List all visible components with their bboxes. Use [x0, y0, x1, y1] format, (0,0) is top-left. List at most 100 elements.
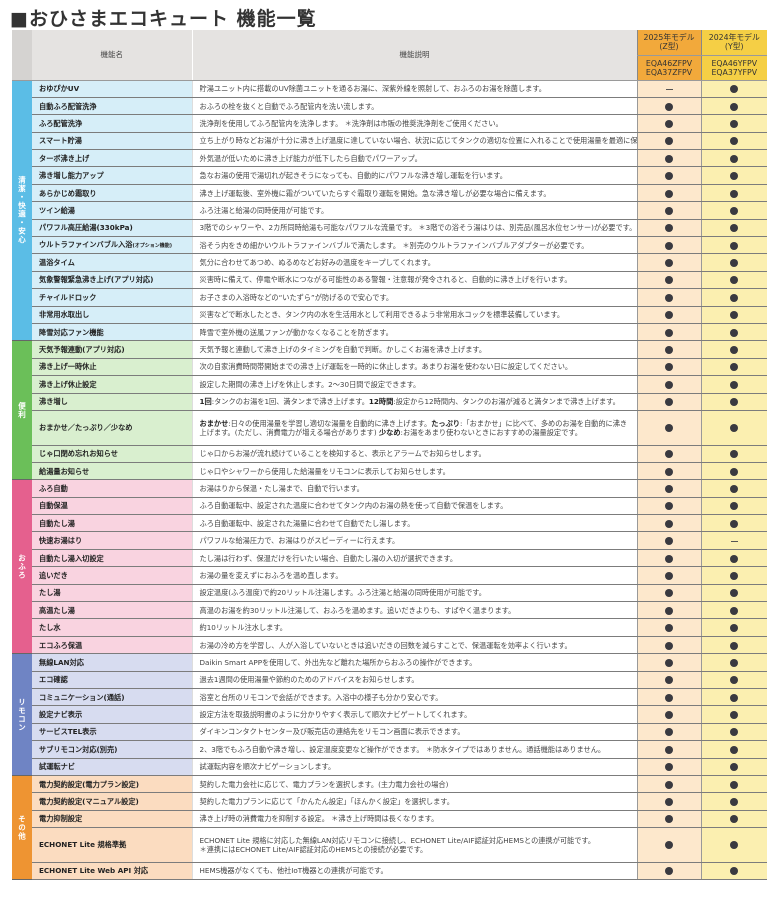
feature-description: 降雪で室外機の送風ファンが動かなくなることを防ぎます。	[191, 323, 637, 342]
feature-name: ECHONET Lite 規格準拠	[32, 827, 192, 863]
description-keyword: おまかせ	[199, 418, 229, 428]
model-2024-availability	[700, 253, 767, 272]
available-dot-icon	[665, 798, 673, 807]
table-row: 温浴タイム 気分に合わせてあつめ、ぬるめなどお好みの温度をキープしてくれます。	[12, 253, 767, 272]
model-2025-codes: EQA46ZFPV EQA37ZFPV	[645, 58, 693, 77]
model-2024-availability	[700, 149, 767, 168]
table-row: サブリモコン対応(別売) 2、3階でもふろ自動や沸き増し、設定温度変更など操作がで…	[12, 740, 767, 759]
feature-name-text: ECHONET Lite 規格準拠	[39, 840, 127, 850]
available-dot-icon	[665, 676, 673, 685]
feature-name-text: 沸き増し能力アップ	[39, 171, 104, 181]
table-row: 沸き上げ休止設定 設定した期間の沸き上げを休止します。2〜30日間で設定できます。	[12, 375, 767, 394]
feature-description: 契約した電力会社に応じて、電力プランを選択します。(主力電力会社の場合)	[191, 775, 637, 794]
model-2025-availability	[636, 393, 701, 411]
model-2025-availability	[636, 253, 701, 272]
feature-name: エコ確認	[32, 671, 192, 689]
available-dot-icon	[665, 571, 673, 580]
available-dot-icon	[730, 467, 739, 476]
model-2025-header: 2025年モデル (Z型)	[636, 30, 701, 56]
feature-description: 過去1週間の使用湯量や節約のためのアドバイスをお知らせします。	[191, 671, 637, 689]
model-2025-numbers: EQA46ZFPV EQA37ZFPV	[636, 54, 701, 81]
available-dot-icon	[665, 554, 673, 563]
model-2024-availability	[700, 566, 767, 585]
category-label: リモコン	[12, 653, 32, 776]
table-row: ウルトラファインバブル入浴(オプション機能) 浴そう内をきめ細かいウルトラファイン…	[12, 236, 767, 255]
feature-description: 沸き上げ時の消費電力を抑制する設定。 ＊沸き上げ時間は長くなります。	[191, 810, 637, 829]
model-2025-availability	[636, 601, 701, 620]
table-row: おまかせ／たっぷり／少なめ おまかせ:日々の使用湯量を学習し適切な湯量を自動的に沸…	[12, 410, 767, 446]
available-dot-icon	[665, 502, 673, 511]
model-2024-label: 2024年モデル (Y型)	[708, 33, 760, 52]
feature-description: 高温のお湯を約30リットル注湯して、おふろを温めます。追いだきよりも、すばやく温…	[191, 601, 637, 620]
feature-name-text: 電力契約設定(マニュアル設定)	[39, 797, 139, 807]
feature-name: ふろ配管洗浄	[32, 114, 192, 133]
feature-description: 気分に合わせてあつめ、ぬるめなどお好みの温度をキープしてくれます。	[191, 253, 637, 272]
table-row: ECHONET Lite 規格準拠 ECHONET Lite 規格に対応した無線L…	[12, 827, 767, 863]
available-dot-icon	[730, 641, 739, 650]
model-2024-availability	[700, 219, 767, 238]
feature-name: 電力契約設定(電力プラン設定)	[32, 775, 192, 794]
table-row: おふろ ふろ自動 お湯はりから保温・たし湯まで、自動で行います。	[12, 479, 767, 655]
feature-name-text: 快速お湯はり	[39, 536, 83, 546]
table-row: 沸き上げ一時休止 次の自家消費時間帯開始までの沸き上げ運転を一時的に休止します。あ…	[12, 358, 767, 377]
feature-description: 3階でのシャワーや、2カ所同時給湯も可能なパワフルな流量です。 ＊3階での浴そう…	[191, 219, 637, 238]
model-2024-availability	[700, 671, 767, 689]
available-dot-icon	[730, 241, 739, 250]
feature-name-text: サブリモコン対応(別売)	[39, 744, 118, 754]
feature-description: お湯はりから保温・たし湯まで、自動で行います。	[191, 479, 637, 498]
table-row: あらかじめ霜取り 沸き上げ運転後、室外機に霜がついていたらすぐ霜取り運転を開始。急…	[12, 184, 767, 203]
available-dot-icon	[730, 119, 739, 128]
feature-name: たし湯	[32, 584, 192, 603]
feature-name-text: ふろ配管洗浄	[39, 118, 83, 128]
feature-name: 給湯量お知らせ	[32, 462, 192, 481]
available-dot-icon	[665, 589, 673, 598]
available-dot-icon	[665, 206, 673, 215]
feature-name-text: 無線LAN対応	[39, 657, 84, 667]
feature-name-text: 自動たし湯入切設定	[39, 553, 104, 563]
available-dot-icon	[730, 293, 739, 302]
model-2025-availability	[636, 810, 701, 829]
table-row: 清潔・快適・安心 おゆぴかUV 貯湯ユニット内に搭載のUV除菌ユニットを通るお湯に、…	[12, 80, 767, 342]
model-2025-availability	[636, 306, 701, 324]
feature-name-text: ふろ自動	[39, 483, 68, 493]
table-row: 自動たし湯 ふろ自動運転中、設定された湯量に合わせて自動でたし湯します。	[12, 514, 767, 533]
feature-name: 沸き上げ一時休止	[32, 358, 192, 377]
feature-name-text: おゆぴかUV	[39, 84, 80, 94]
available-dot-icon	[730, 346, 739, 355]
available-dot-icon	[665, 137, 673, 146]
table-row: 非常用水取出し 災害などで断水したとき、タンク内の水を生活用水として利用できるよう…	[12, 306, 767, 324]
feature-name-text: 電力抑制設定	[39, 814, 83, 824]
description-text: ECHONET Lite 規格に対応した無線LAN対応リモコンに接続し、ECHO…	[199, 835, 596, 845]
feature-name: あらかじめ霜取り	[32, 184, 192, 203]
feature-name: コミュニケーション(通話)	[32, 688, 192, 707]
feature-name-text: チャイルドロック	[39, 292, 97, 302]
model-2025-availability	[636, 827, 701, 863]
model-2025-availability	[636, 219, 701, 238]
table-row: 快速お湯はり パワフルな給湯圧力で、お湯はりがスピーディーに行えます。	[12, 531, 767, 550]
feature-name: 追いだき	[32, 566, 192, 585]
model-2024-availability	[700, 340, 767, 359]
table-row: 沸き増し 1回:タンクのお湯を1回、満タンまで沸き上げます。12時間:設定から12…	[12, 393, 767, 411]
available-dot-icon	[730, 841, 739, 850]
available-dot-icon	[730, 780, 739, 789]
model-2024-availability	[700, 445, 767, 463]
feature-name: 高温たし湯	[32, 601, 192, 620]
category-header	[12, 30, 32, 81]
model-2025-availability	[636, 271, 701, 290]
feature-description: 貯湯ユニット内に搭載のUV除菌ユニットを通るお湯に、深紫外線を照射して、おふろの…	[191, 80, 637, 98]
feature-description: 洗浄剤を使用してふろ配管内を洗浄します。 ＊洗浄剤は市販の推奨洗浄剤をご使用くだ…	[191, 114, 637, 133]
available-dot-icon	[665, 519, 673, 528]
feature-name: 温浴タイム	[32, 253, 192, 272]
model-2024-availability	[700, 514, 767, 533]
model-2024-availability	[700, 288, 767, 307]
table-row: ターボ沸き上げ 外気温が低いために沸き上げ能力が低下したら自動でパワーアップ。	[12, 149, 767, 168]
model-2024-availability	[700, 132, 767, 151]
table-row: 高温たし湯 高温のお湯を約30リットル注湯して、おふろを温めます。追いだきよりも、…	[12, 601, 767, 620]
feature-name-text: 天気予報連動(アプリ対応)	[39, 345, 125, 355]
model-2025-availability	[636, 723, 701, 742]
model-2024-availability	[700, 601, 767, 620]
available-dot-icon	[665, 467, 673, 476]
feature-name-text: ツイン給湯	[39, 205, 75, 215]
model-2025-availability	[636, 132, 701, 151]
model-2024-codes: EQA46YFPV EQA37YFPV	[711, 58, 758, 77]
